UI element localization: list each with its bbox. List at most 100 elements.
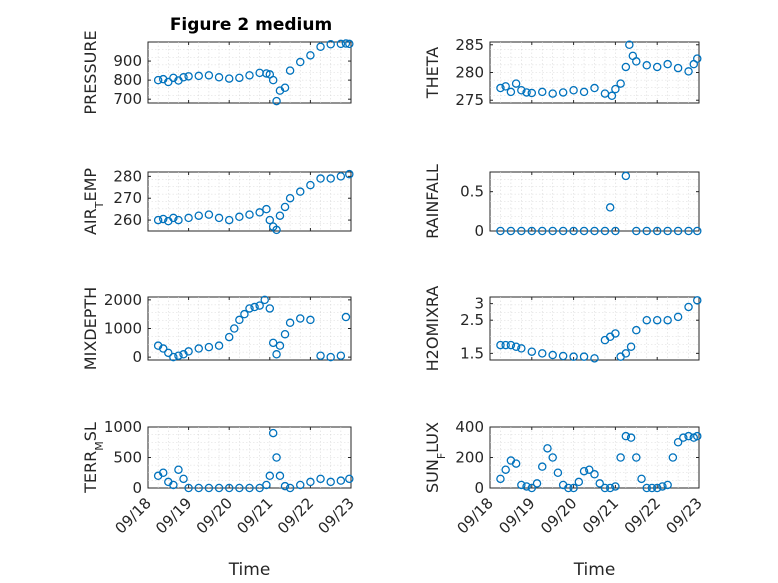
data-point	[280, 481, 290, 491]
data-point	[285, 318, 295, 328]
x-tick-label: 09/19	[495, 494, 538, 537]
data-point	[184, 483, 193, 493]
x-tick-label: 09/23	[663, 494, 706, 537]
data-point	[558, 351, 568, 361]
data-point	[295, 314, 305, 323]
data-point	[590, 354, 599, 363]
data-point	[204, 483, 214, 493]
y-tick-label: 280	[455, 64, 484, 82]
data-point	[642, 226, 652, 236]
data-point	[326, 40, 335, 49]
data-point	[204, 342, 214, 352]
data-point	[548, 226, 557, 236]
x-tick-label: 09/21	[579, 494, 622, 537]
data-point	[548, 350, 557, 360]
data-point	[553, 468, 563, 477]
data-point	[501, 82, 510, 91]
data-point	[285, 193, 295, 203]
y-tick-label: 900	[113, 52, 142, 70]
data-point	[245, 210, 254, 219]
y-tick-label: 2000	[104, 291, 142, 309]
data-point	[272, 453, 281, 462]
data-point	[668, 453, 678, 462]
data-point	[632, 453, 641, 462]
data-point	[336, 172, 346, 181]
data-point	[642, 315, 652, 325]
data-point	[272, 350, 281, 359]
subplot-rainfall: 0 0.5 RAINFALL	[423, 164, 702, 240]
series-markers	[496, 431, 702, 493]
data-point	[621, 431, 631, 441]
data-point	[506, 87, 516, 97]
data-point	[684, 302, 693, 312]
data-point	[579, 87, 589, 97]
data-point	[272, 96, 281, 106]
data-point	[548, 89, 557, 98]
data-point	[527, 483, 537, 493]
data-point	[611, 84, 620, 94]
data-point	[184, 213, 193, 223]
data-point	[517, 85, 526, 95]
series-markers	[496, 171, 702, 236]
data-point	[585, 465, 594, 474]
data-point	[336, 39, 346, 49]
data-point	[607, 91, 617, 101]
data-point	[204, 71, 214, 80]
data-point	[506, 226, 516, 236]
data-point	[673, 437, 683, 447]
data-point	[569, 352, 578, 361]
data-point	[272, 225, 281, 235]
data-point	[169, 352, 178, 362]
data-point	[595, 479, 604, 488]
data-point	[230, 324, 239, 333]
data-point	[275, 471, 285, 481]
data-point	[316, 351, 325, 360]
data-point	[642, 61, 652, 70]
data-point	[693, 54, 702, 63]
data-point	[240, 309, 249, 319]
y-axis-label: MIXDEPTH	[81, 287, 100, 370]
data-point	[579, 352, 589, 361]
data-point	[647, 483, 657, 493]
data-point	[632, 57, 641, 66]
data-point	[255, 301, 264, 310]
data-point	[224, 332, 234, 342]
data-point	[285, 66, 295, 75]
data-point	[255, 208, 264, 217]
series-markers	[153, 295, 351, 362]
x-tick-label: 09/23	[315, 494, 358, 537]
data-point	[158, 344, 168, 353]
y-axis-label: H2OMIXRA	[423, 286, 442, 372]
data-point	[262, 204, 271, 214]
y-tick-label: 0	[132, 479, 142, 497]
grid	[490, 172, 699, 231]
x-tick-label: 09/20	[537, 494, 580, 537]
data-point	[501, 465, 510, 474]
y-axis-label: AIRTEMP	[81, 168, 106, 235]
data-point	[658, 482, 667, 491]
data-point	[579, 226, 589, 236]
data-point	[265, 215, 275, 225]
data-point	[326, 174, 335, 183]
data-point	[652, 62, 662, 72]
data-point	[214, 483, 224, 493]
data-point	[590, 226, 599, 236]
data-point	[517, 344, 526, 353]
data-point	[235, 483, 244, 493]
data-point	[164, 77, 173, 87]
x-axis-label: Time	[228, 560, 271, 580]
data-point	[663, 59, 672, 69]
data-point	[260, 295, 269, 305]
y-tick-label: 0	[132, 348, 142, 366]
data-point	[673, 63, 683, 73]
data-point	[214, 213, 224, 223]
data-point	[558, 226, 568, 236]
data-point	[316, 42, 325, 52]
series-markers	[496, 296, 702, 363]
data-point	[214, 341, 224, 350]
data-point	[693, 296, 702, 305]
data-point	[684, 226, 693, 236]
data-point	[194, 71, 203, 81]
data-point	[268, 338, 278, 348]
